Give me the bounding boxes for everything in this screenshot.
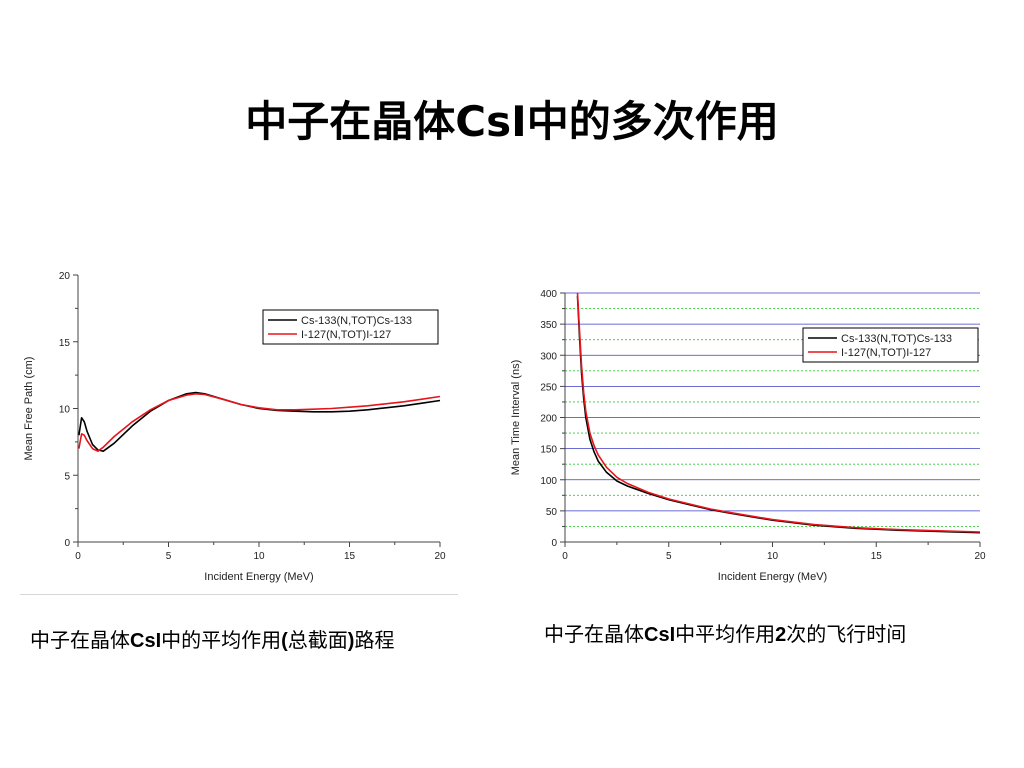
x-tick-label: 20 (974, 551, 986, 562)
y-tick-label: 350 (540, 320, 557, 331)
y-tick-label: 250 (540, 382, 557, 393)
caption-left-part: ( (281, 630, 288, 652)
caption-right: 中子在晶体CsI中平均作用2次的飞行时间 (544, 618, 906, 647)
y-tick-label: 400 (540, 289, 557, 300)
y-axis-label: Mean Time Interval (ns) (510, 360, 522, 476)
chart-separator-line (20, 594, 458, 595)
legend-entry: I-127(N,TOT)I-127 (841, 347, 931, 359)
caption-right-part: CsI (644, 624, 676, 646)
caption-right-part: 中子在晶体 (544, 622, 644, 646)
x-axis-label: Incident Energy (MeV) (204, 571, 313, 583)
x-tick-label: 15 (871, 551, 883, 562)
y-tick-label: 5 (64, 471, 70, 482)
y-tick-label: 10 (59, 405, 71, 416)
caption-right-part: 2 (775, 624, 787, 646)
legend-box (802, 327, 979, 363)
y-tick-label: 200 (540, 414, 557, 425)
series-line (78, 393, 441, 452)
y-tick-label: 0 (551, 538, 557, 549)
y-tick-label: 15 (59, 338, 71, 349)
x-tick-label: 20 (434, 551, 446, 562)
y-tick-label: 150 (540, 445, 557, 456)
caption-left-part: 路程 (354, 628, 395, 652)
x-tick-label: 15 (344, 551, 356, 562)
x-tick-label: 5 (166, 551, 172, 562)
mean-time-interval-chart: 0 5 10 15 20050100150200250300350400Incident… (510, 289, 986, 583)
legend-entry: Cs-133(N,TOT)Cs-133 (301, 315, 412, 327)
caption-left-part: ) (347, 630, 355, 652)
caption-left-part: 总截面 (287, 628, 348, 652)
y-tick-label: 300 (540, 351, 557, 362)
caption-left: 中子在晶体CsI中的平均作用(总截面)路程 (30, 624, 394, 653)
legend-entry: I-127(N,TOT)I-127 (301, 329, 391, 341)
x-axis-label: Incident Energy (MeV) (718, 571, 827, 583)
x-tick-label: 5 (666, 551, 672, 562)
caption-left-part: 中的平均作用 (161, 628, 282, 652)
x-tick-label: 10 (253, 551, 265, 562)
y-tick-label: 50 (546, 507, 558, 518)
mean-free-path-chart: 0 5 10 15 20 0 5 10 15 20 Incident Energy (MeV) Mea… (23, 271, 446, 583)
slide-title: 中子在晶体CsI中的多次作用 (245, 97, 779, 146)
caption-right-part: 中平均作用 (675, 622, 776, 646)
x-tick-label: 0 (562, 551, 568, 562)
y-tick-label: 100 (540, 476, 557, 487)
y-axis-label: Mean Free Path (cm) (23, 357, 35, 461)
caption-left-part: CsI (130, 630, 162, 652)
legend-box (262, 309, 439, 345)
y-tick-label: 20 (59, 271, 71, 282)
y-tick-label: 0 (64, 538, 70, 549)
x-tick-label: 10 (767, 551, 779, 562)
series-line (576, 292, 981, 533)
caption-left-part: 中子在晶体 (30, 628, 130, 652)
legend-entry: Cs-133(N,TOT)Cs-133 (841, 333, 952, 345)
x-tick-label: 0 (75, 551, 81, 562)
caption-right-part: 次的飞行时间 (786, 622, 907, 646)
